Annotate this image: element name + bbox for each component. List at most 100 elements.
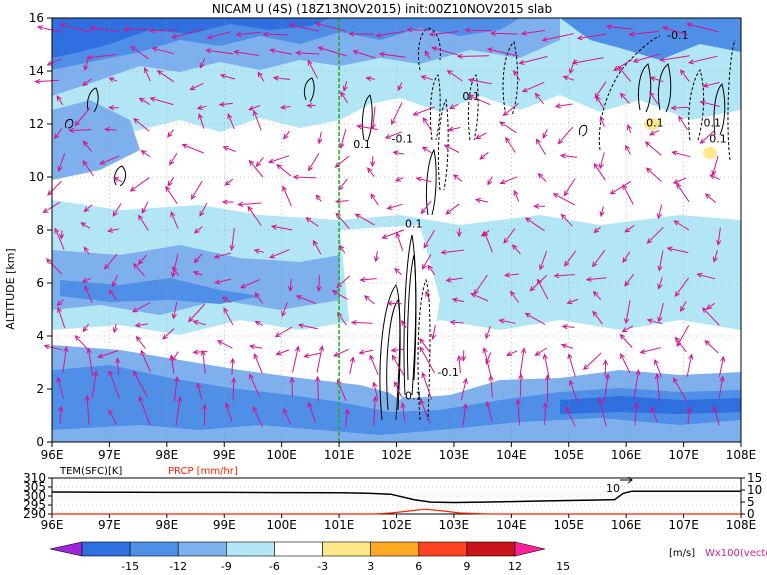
main-panel: -0.10.10.1 -0.10.1 0.10.10.1-0.10.1 024681… [4, 2, 756, 462]
wind-vector [560, 213, 573, 227]
vertical-velocity-contours [65, 27, 736, 421]
wind-vector [113, 177, 123, 183]
wind-vector [112, 324, 118, 334]
colorbar-tick-label: 9 [463, 560, 470, 573]
wind-vector [167, 177, 175, 187]
wind-vector [170, 28, 203, 39]
colorbar-tick-label: 3 [367, 560, 374, 573]
wind-vector [391, 102, 403, 126]
contour-positive [303, 77, 315, 103]
wind-vector [370, 156, 376, 168]
wind-vector [149, 28, 178, 34]
wind-vector [672, 177, 687, 184]
y-tick-label: 8 [36, 223, 44, 237]
wind-vector [479, 151, 489, 160]
wind-vector [592, 310, 603, 325]
wind-vector [196, 382, 203, 400]
wind-vector [422, 117, 433, 132]
wind-vector [189, 82, 204, 91]
x-tick-label: 99E [213, 448, 236, 462]
wind-vector [364, 295, 375, 305]
wind-vector [82, 323, 90, 333]
contour-positive [87, 87, 99, 113]
colorbar-segment [177, 541, 227, 557]
wind-vector [529, 274, 548, 292]
wind-vector [46, 58, 62, 66]
wind-vector [499, 121, 517, 134]
wind-vector [82, 159, 94, 177]
wind-vector [390, 347, 405, 353]
surface-x-tick-label: 101E [324, 518, 355, 532]
wind-vector [305, 217, 319, 227]
x-tick-label: 102E [381, 448, 412, 462]
wind-vector [490, 30, 518, 37]
wind-vector [445, 277, 463, 283]
colorbar-tick-label: -12 [169, 560, 187, 573]
wind-vector [312, 239, 322, 255]
wind-vector [253, 353, 263, 374]
wind-vector [518, 373, 524, 397]
wind-vector [240, 279, 260, 289]
wind-vector [249, 373, 261, 398]
surface-x-tick-label: 106E [611, 518, 642, 532]
surface-right-tick-label: 15 [747, 471, 762, 485]
wind-vector [192, 271, 203, 276]
wind-vector [505, 136, 516, 153]
wind-vector [307, 153, 320, 172]
wind-vector [205, 48, 234, 55]
wind-vector [171, 253, 179, 278]
wind-vector [716, 227, 722, 246]
wind-vector [687, 55, 718, 65]
wind-vector [674, 336, 687, 353]
wind-vector [670, 105, 688, 111]
wind-vector [686, 353, 694, 377]
colorbar-segment [81, 541, 131, 557]
wind-vector [233, 49, 259, 57]
wind-vector [485, 400, 493, 422]
contour-positive [657, 63, 672, 113]
wind-vector [483, 231, 493, 253]
surface-left-tick-label: 295 [23, 498, 46, 512]
wind-vector [213, 252, 232, 259]
wind-vector [646, 318, 663, 325]
wind-vector [456, 228, 462, 238]
wind-vector [656, 204, 663, 220]
wind-vector [603, 373, 611, 403]
colorbar-segment [466, 541, 516, 557]
wind-vector [192, 349, 208, 355]
wind-vector [657, 250, 664, 272]
colorbar-tick-label: -3 [317, 560, 328, 573]
wind-vector [624, 273, 635, 287]
wind-vector [474, 132, 487, 140]
wind-vector [306, 102, 316, 109]
wind-vector [456, 355, 462, 374]
wind-vector [386, 300, 402, 306]
wind-vector [106, 227, 120, 233]
surface-right-tick-label: 10 [747, 483, 762, 497]
contour-label: 0.1 [704, 117, 722, 130]
shade-band-upper-core [52, 18, 330, 58]
wind-vector [384, 131, 403, 139]
wind-vector [190, 180, 203, 200]
wind-vector [86, 347, 93, 376]
wind-vector [149, 96, 174, 106]
wind-vector [521, 81, 545, 93]
wind-vector [333, 348, 349, 357]
wind-vector [401, 319, 407, 329]
wind-vector [565, 406, 576, 427]
wind-vector [295, 50, 320, 56]
wind-vector [421, 146, 432, 154]
surface-x-tick-label: 99E [213, 518, 236, 532]
wind-vector [520, 29, 546, 36]
wind-vector [654, 358, 662, 377]
colorbar-segment [129, 541, 179, 557]
wind-vector [74, 107, 91, 127]
contour-label: 0.1 [405, 217, 423, 230]
colorbar-segment [49, 541, 83, 557]
wind-vector [349, 356, 355, 375]
wind-vector [59, 22, 91, 33]
wind-vector [37, 25, 63, 33]
vector-legend: Wx100(vector) [705, 548, 767, 559]
x-tick-label: 101E [324, 448, 355, 462]
y-tick-label: 16 [29, 11, 44, 25]
